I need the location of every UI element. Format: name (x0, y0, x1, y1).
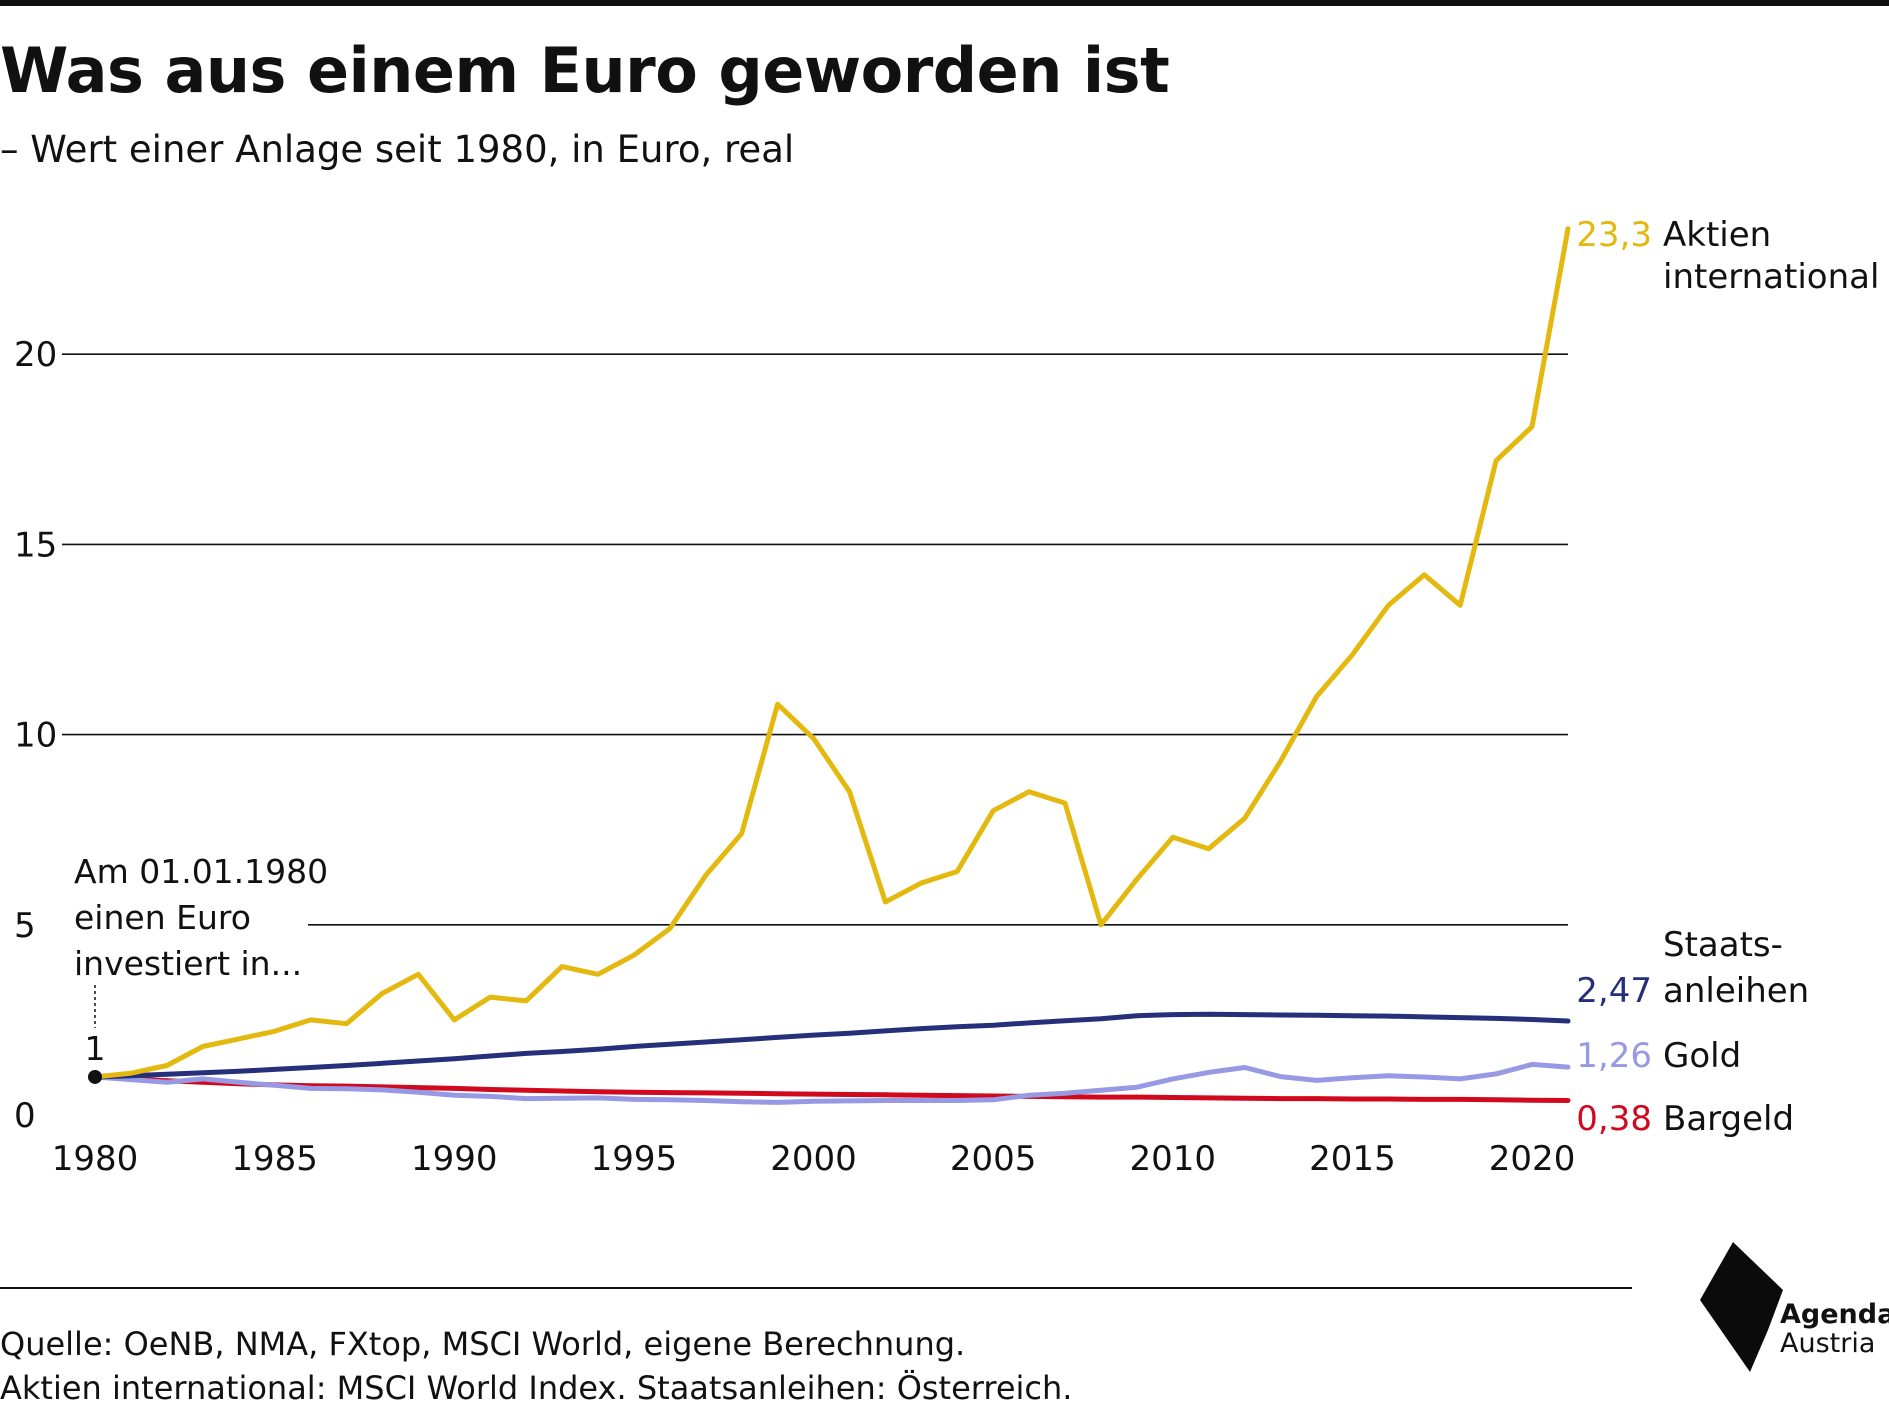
annotation-line-2: einen Euro (74, 898, 251, 937)
x-tick-label-2005: 2005 (950, 1139, 1037, 1179)
series-line-bargeld (92, 1074, 1571, 1103)
end-value-bargeld: 0,38 (1576, 1099, 1652, 1139)
y-tick-label-5: 5 (14, 906, 36, 946)
end-name-gold-1: Gold (1663, 1036, 1741, 1076)
x-tick-label-1990: 1990 (411, 1139, 498, 1179)
end-value-aktien-international: 23,3 (1576, 215, 1652, 255)
y-tick-label-15: 15 (14, 525, 57, 565)
agenda-austria-logo-text: Agenda Austria (1780, 1300, 1889, 1358)
chart-subtitle: – Wert einer Anlage seit 1980, in Euro, … (0, 128, 795, 171)
start-point-marker (88, 1069, 102, 1084)
source-note: Quelle: OeNB, NMA, FXtop, MSCI World, ei… (0, 1322, 1072, 1410)
end-name-aktien-international-2: international (1663, 257, 1879, 297)
end-name-staatsanleihen-2: anleihen (1663, 971, 1809, 1011)
series-line-aktien-international (92, 226, 1571, 1080)
series-line-gold (92, 1061, 1571, 1105)
logo-line-1: Agenda (1780, 1299, 1889, 1330)
annotation-start-label: 1 (85, 1029, 106, 1068)
logo-line-2: Austria (1780, 1328, 1876, 1359)
x-tick-label-2010: 2010 (1130, 1139, 1217, 1179)
line-chart: 0 5 10 15 20 1980 1985 1990 1995 2000 2005 2010 201… (14, 215, 1879, 1179)
top-rule (0, 0, 1889, 6)
x-tick-label-1980: 1980 (52, 1139, 139, 1179)
source-line-2: Aktien international: MSCI World Index. … (0, 1369, 1073, 1407)
x-axis-ticks: 1980 1985 1990 1995 2000 2005 2010 2015 2020 (52, 1139, 1576, 1179)
end-name-aktien-international-1: Aktien (1663, 215, 1771, 255)
x-tick-label-2000: 2000 (770, 1139, 857, 1179)
source-line-1: Quelle: OeNB, NMA, FXtop, MSCI World, ei… (0, 1325, 966, 1363)
x-tick-label-1985: 1985 (231, 1139, 318, 1179)
footer-rule (0, 1287, 1632, 1289)
annotation-line-1: Am 01.01.1980 (74, 852, 328, 891)
x-tick-label-2020: 2020 (1489, 1139, 1576, 1179)
end-name-bargeld-1: Bargeld (1663, 1099, 1794, 1139)
annotation: Am 01.01.1980 einen Euro investiert in... 1 (74, 852, 328, 1068)
grid-lines (62, 353, 1568, 926)
chart-title: Was aus einem Euro geworden ist (0, 34, 1170, 107)
x-tick-label-2015: 2015 (1309, 1139, 1396, 1179)
series-lines (88, 226, 1571, 1105)
series-line-staatsanleihen (92, 1011, 1571, 1080)
y-tick-label-10: 10 (14, 716, 57, 756)
y-tick-label-0: 0 (14, 1096, 36, 1136)
x-tick-label-1995: 1995 (591, 1139, 678, 1179)
annotation-line-3: investiert in... (74, 944, 302, 983)
end-name-staatsanleihen-1: Staats- (1663, 925, 1783, 965)
y-tick-label-20: 20 (14, 335, 57, 375)
y-axis-ticks: 0 5 10 15 20 (14, 335, 57, 1136)
agenda-austria-logo-mark (1700, 1242, 1783, 1372)
end-value-gold: 1,26 (1576, 1036, 1652, 1076)
end-value-staatsanleihen: 2,47 (1576, 971, 1652, 1011)
